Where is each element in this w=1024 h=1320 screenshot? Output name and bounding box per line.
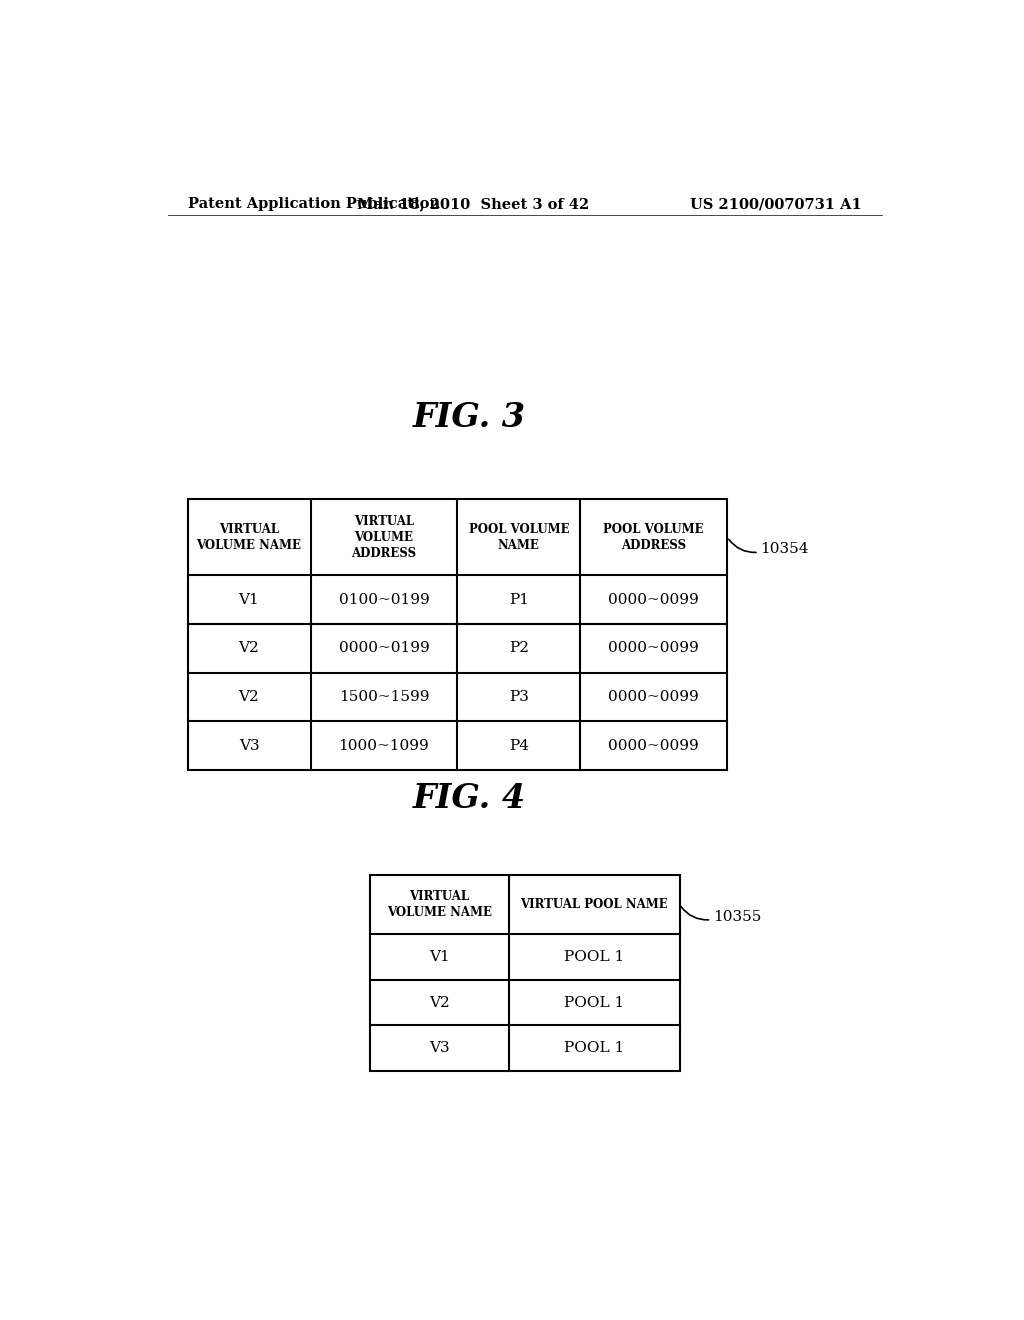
Text: POOL VOLUME
NAME: POOL VOLUME NAME	[469, 523, 569, 552]
Text: V2: V2	[239, 642, 259, 655]
Text: Mar. 18, 2010  Sheet 3 of 42: Mar. 18, 2010 Sheet 3 of 42	[357, 197, 590, 211]
Text: P1: P1	[509, 593, 528, 606]
Text: 0100~0199: 0100~0199	[339, 593, 429, 606]
Text: POOL VOLUME
ADDRESS: POOL VOLUME ADDRESS	[603, 523, 705, 552]
Text: VIRTUAL
VOLUME
ADDRESS: VIRTUAL VOLUME ADDRESS	[351, 515, 417, 560]
Text: POOL 1: POOL 1	[564, 1041, 625, 1055]
Text: V2: V2	[239, 690, 259, 704]
Text: P4: P4	[509, 739, 528, 752]
Text: FIG. 4: FIG. 4	[413, 783, 525, 816]
Text: POOL 1: POOL 1	[564, 950, 625, 964]
Text: V3: V3	[239, 739, 259, 752]
Text: V1: V1	[429, 950, 450, 964]
Text: 0000~0099: 0000~0099	[608, 690, 699, 704]
Text: P2: P2	[509, 642, 528, 655]
Text: Patent Application Publication: Patent Application Publication	[187, 197, 439, 211]
Text: 0000~0099: 0000~0099	[608, 593, 699, 606]
Text: VIRTUAL
VOLUME NAME: VIRTUAL VOLUME NAME	[197, 523, 301, 552]
Bar	[370, 875, 680, 1071]
Text: 1500~1599: 1500~1599	[339, 690, 429, 704]
Text: V3: V3	[429, 1041, 450, 1055]
Text: V1: V1	[239, 593, 259, 606]
Text: 0000~0199: 0000~0199	[339, 642, 429, 655]
Text: 10354: 10354	[761, 543, 809, 556]
Text: V2: V2	[429, 995, 450, 1010]
Text: POOL 1: POOL 1	[564, 995, 625, 1010]
Text: 0000~0099: 0000~0099	[608, 642, 699, 655]
Text: 10355: 10355	[713, 909, 761, 924]
Text: US 2100/0070731 A1: US 2100/0070731 A1	[690, 197, 862, 211]
Text: 0000~0099: 0000~0099	[608, 739, 699, 752]
Bar	[187, 499, 727, 771]
Text: P3: P3	[509, 690, 528, 704]
Text: 1000~1099: 1000~1099	[339, 739, 429, 752]
Text: VIRTUAL
VOLUME NAME: VIRTUAL VOLUME NAME	[387, 890, 492, 919]
Text: FIG. 3: FIG. 3	[413, 401, 525, 434]
Text: VIRTUAL POOL NAME: VIRTUAL POOL NAME	[520, 898, 668, 911]
